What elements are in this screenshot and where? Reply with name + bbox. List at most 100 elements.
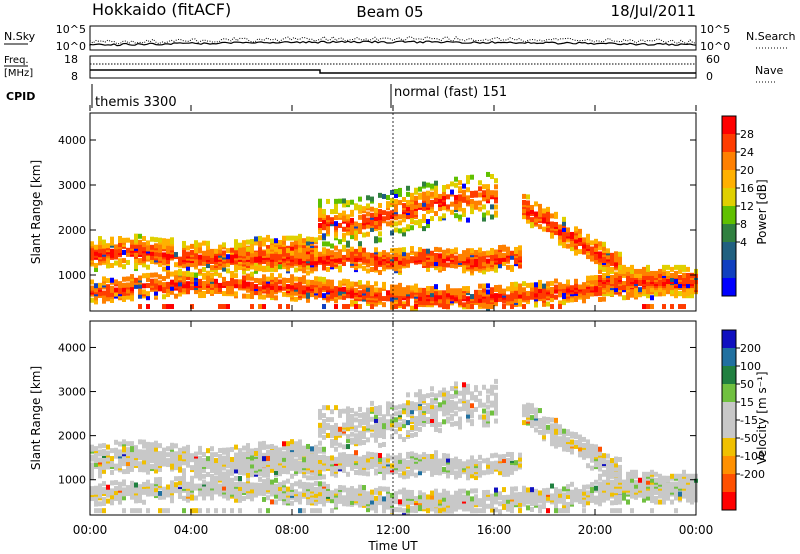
heatmap-cell bbox=[422, 254, 426, 260]
heatmap-cell bbox=[330, 417, 334, 423]
heatmap-cell bbox=[238, 448, 242, 454]
heatmap-cell bbox=[434, 399, 438, 405]
heatmap-cell bbox=[166, 238, 170, 244]
heatmap-cell bbox=[610, 279, 614, 285]
heatmap-cell bbox=[550, 280, 554, 286]
heatmap-cell bbox=[242, 495, 246, 501]
heatmap-cell bbox=[126, 441, 130, 447]
heatmap-cell bbox=[334, 456, 338, 462]
heatmap-cell bbox=[314, 245, 318, 251]
heatmap-cell bbox=[174, 262, 178, 268]
heatmap-cell bbox=[278, 239, 282, 245]
heatmap-cell bbox=[410, 409, 414, 415]
heatmap-cell bbox=[290, 482, 294, 488]
heatmap-cell bbox=[598, 281, 602, 287]
heatmap-cell bbox=[170, 237, 174, 243]
heatmap-cell bbox=[250, 264, 254, 270]
heatmap-cell bbox=[102, 456, 106, 462]
heatmap-cell bbox=[370, 406, 374, 412]
heatmap-cell bbox=[194, 262, 198, 268]
heatmap-cell bbox=[234, 283, 238, 289]
heatmap-cell bbox=[410, 225, 414, 231]
heatmap-cell bbox=[322, 495, 326, 501]
heatmap-cell bbox=[490, 410, 494, 416]
heatmap-cell bbox=[246, 260, 250, 266]
heatmap-cell bbox=[490, 204, 494, 210]
heatmap-cell bbox=[350, 499, 354, 505]
heatmap-cell bbox=[130, 274, 134, 280]
heatmap-cell bbox=[242, 486, 246, 492]
heatmap-cell bbox=[558, 304, 562, 310]
heatmap-cell bbox=[154, 278, 158, 284]
heatmap-cell bbox=[466, 217, 470, 223]
heatmap-cell bbox=[358, 304, 362, 310]
heatmap-cell bbox=[266, 292, 270, 298]
heatmap-cell bbox=[218, 475, 222, 481]
heatmap-cell bbox=[170, 458, 174, 464]
heatmap-cell bbox=[370, 220, 374, 226]
heatmap-cell bbox=[318, 286, 322, 292]
heatmap-cell bbox=[330, 430, 334, 436]
heatmap-cell bbox=[178, 453, 182, 459]
cpid-mode-1: themis 3300 bbox=[95, 95, 177, 110]
heatmap-cell bbox=[162, 238, 166, 244]
heatmap-cell bbox=[338, 280, 342, 286]
heatmap-cell bbox=[478, 468, 482, 474]
heatmap-cell bbox=[618, 268, 622, 274]
heatmap-cell bbox=[390, 402, 394, 408]
heatmap-cell bbox=[274, 460, 278, 466]
heatmap-cell bbox=[282, 291, 286, 297]
heatmap-cell bbox=[430, 292, 434, 298]
heatmap-cell bbox=[438, 265, 442, 271]
heatmap-cell bbox=[230, 447, 234, 453]
heatmap-cell bbox=[474, 406, 478, 412]
heatmap-cell bbox=[430, 250, 434, 256]
heatmap-cell bbox=[202, 479, 206, 485]
heatmap-cell bbox=[434, 252, 438, 258]
heatmap-cell bbox=[482, 494, 486, 500]
heatmap-cell bbox=[658, 279, 662, 285]
heatmap-cell bbox=[210, 473, 214, 479]
heatmap-cell bbox=[342, 286, 346, 292]
heatmap-cell bbox=[454, 470, 458, 476]
heatmap-cell bbox=[462, 382, 466, 388]
heatmap-cell bbox=[402, 409, 406, 415]
heatmap-cell bbox=[362, 288, 366, 294]
heatmap-cell bbox=[478, 186, 482, 192]
heatmap-cell bbox=[326, 432, 330, 438]
heatmap-cell bbox=[102, 500, 106, 506]
heatmap-cell bbox=[114, 480, 118, 486]
heatmap-cell bbox=[362, 232, 366, 238]
heatmap-cell bbox=[206, 286, 210, 292]
heatmap-cell bbox=[410, 465, 414, 471]
heatmap-cell bbox=[438, 247, 442, 253]
heatmap-cell bbox=[382, 296, 386, 302]
heatmap-cell bbox=[450, 470, 454, 476]
heatmap-cell bbox=[490, 400, 494, 406]
heatmap-cell bbox=[478, 460, 482, 466]
heatmap-cell bbox=[346, 453, 350, 459]
nsky-right-tick-top: 10^5 bbox=[700, 23, 730, 36]
heatmap-cell bbox=[334, 286, 338, 292]
heatmap-cell bbox=[398, 220, 402, 226]
heatmap-cell bbox=[422, 406, 426, 412]
heatmap-cell bbox=[122, 282, 126, 288]
heatmap-cell bbox=[158, 247, 162, 253]
heatmap-cell bbox=[454, 263, 458, 269]
heatmap-cell bbox=[614, 261, 618, 267]
heatmap-cell bbox=[566, 279, 570, 285]
heatmap-cell bbox=[470, 190, 474, 196]
heatmap-cell bbox=[362, 218, 366, 224]
heatmap-cell bbox=[330, 293, 334, 299]
heatmap-cell bbox=[466, 187, 470, 193]
heatmap-cell bbox=[562, 226, 566, 232]
heatmap-cell bbox=[114, 463, 118, 469]
heatmap-cell bbox=[350, 431, 354, 437]
heatmap-cell bbox=[354, 299, 358, 305]
heatmap-cell bbox=[498, 462, 502, 468]
heatmap-cell bbox=[110, 448, 114, 454]
heatmap-cell bbox=[434, 413, 438, 419]
heatmap-cell bbox=[630, 268, 634, 274]
heatmap-cell bbox=[106, 259, 110, 265]
